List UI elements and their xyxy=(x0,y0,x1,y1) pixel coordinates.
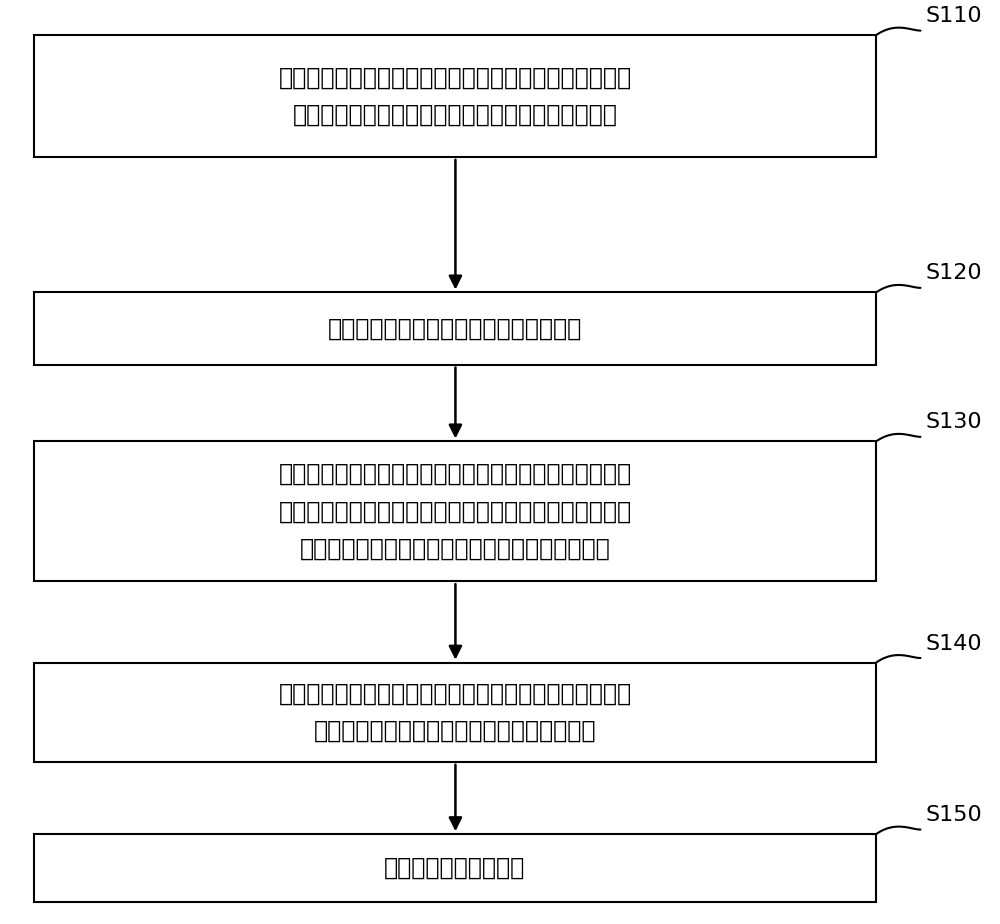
Bar xyxy=(34,292,876,365)
Text: S120: S120 xyxy=(925,263,982,284)
Bar xyxy=(34,442,876,581)
Bar xyxy=(34,663,876,762)
Text: 将所述机会约束模型转化为期望约束模型: 将所述机会约束模型转化为期望约束模型 xyxy=(328,317,582,341)
Text: 输出所述故障诊断结果: 输出所述故障诊断结果 xyxy=(384,856,526,880)
Text: 基于所述期望约束模型，获取所述微小故障模型输出和所
述正常模型输出之间的巴氏距离的函数关系，并使得所述
函数关系中的巴氏距离最大化，计算得到辅助信号: 基于所述期望约束模型，获取所述微小故障模型输出和所 述正常模型输出之间的巴氏距离… xyxy=(278,462,632,561)
Text: S140: S140 xyxy=(925,634,982,653)
Bar xyxy=(34,35,876,157)
Text: 基于潜水器的诊断模型，构建所述潜水器的机会约束模型
，其中，所述诊断模型包括微小故障模型和正常模型: 基于潜水器的诊断模型，构建所述潜水器的机会约束模型 ，其中，所述诊断模型包括微小… xyxy=(278,66,632,127)
Text: S130: S130 xyxy=(925,412,982,432)
Text: S110: S110 xyxy=(925,6,982,26)
Text: 基于最小错误率的贝叶斯决策，将所述辅助信号输入至所
述潜水器中，得到所述潜水器的故障诊断结果: 基于最小错误率的贝叶斯决策，将所述辅助信号输入至所 述潜水器中，得到所述潜水器的… xyxy=(278,682,632,743)
Bar xyxy=(34,834,876,902)
Text: S150: S150 xyxy=(925,805,982,825)
